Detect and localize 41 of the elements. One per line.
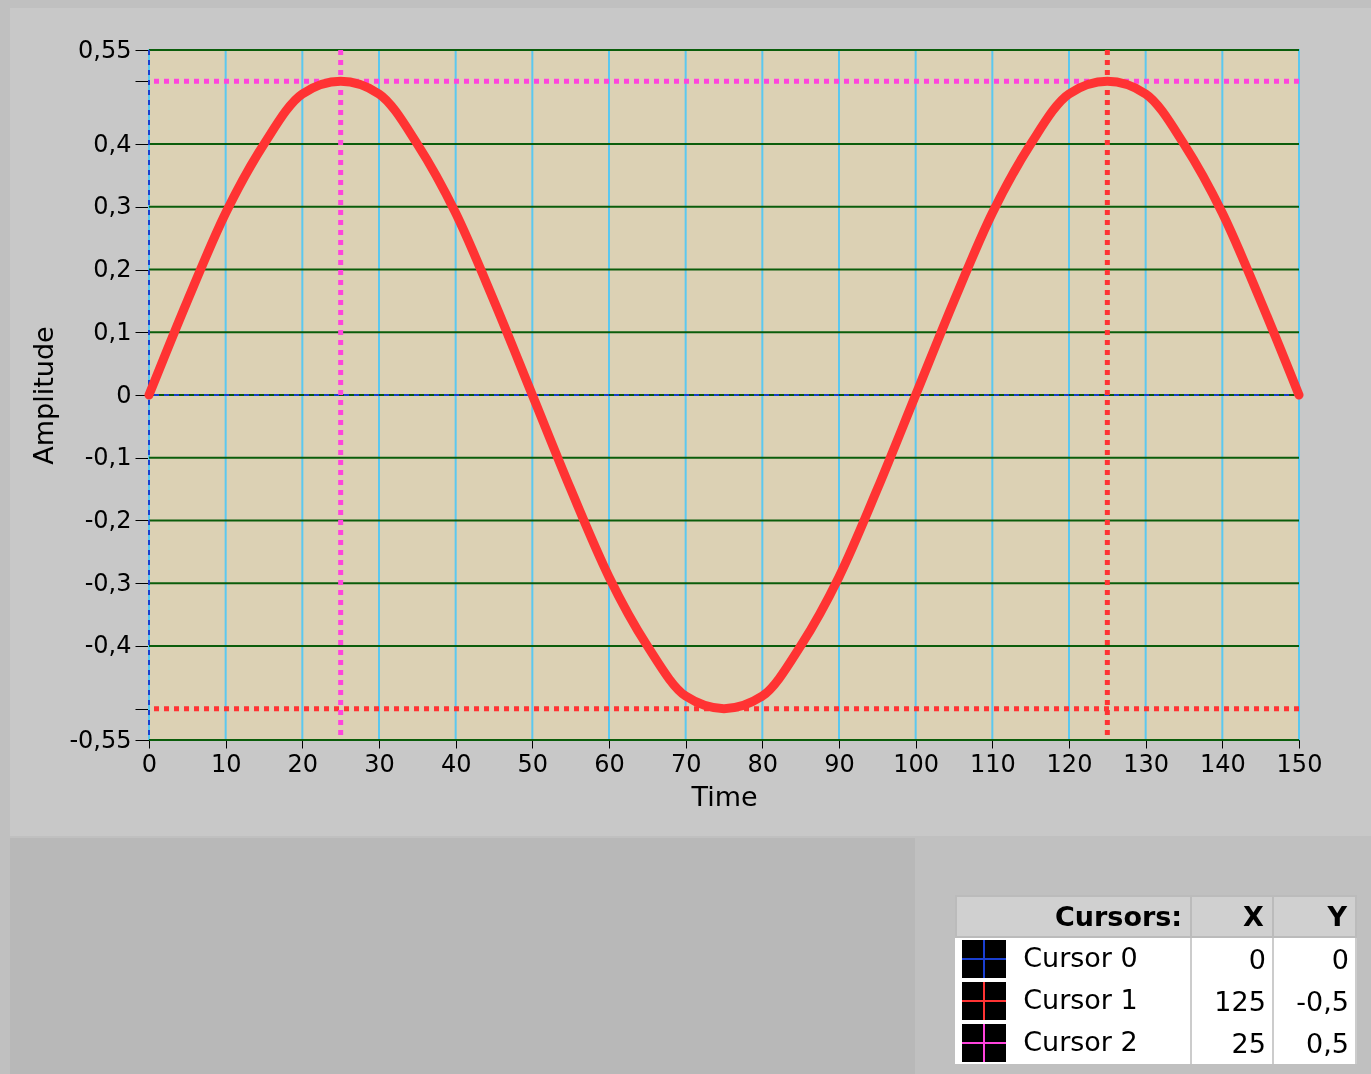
x-tick-label: 150 bbox=[1276, 749, 1323, 778]
y-tick-label: 0,2 bbox=[93, 255, 132, 284]
text: 25 bbox=[1191, 1022, 1273, 1064]
text: 0 bbox=[1272, 937, 1356, 980]
y-tick-label: -0,55 bbox=[69, 725, 132, 754]
y-tick-label: -0,3 bbox=[84, 568, 132, 597]
x-tick-label: 0 bbox=[141, 749, 158, 778]
x-tick-label: 100 bbox=[893, 749, 940, 778]
y-tick-label: -0,4 bbox=[84, 631, 132, 660]
x-tick-label: 80 bbox=[747, 749, 779, 778]
x-tick-label: 10 bbox=[210, 749, 242, 778]
text: Y bbox=[1272, 896, 1356, 937]
y-tick-label: 0,55 bbox=[78, 35, 132, 64]
x-tick-label: 70 bbox=[670, 749, 702, 778]
text: Cursors: bbox=[956, 896, 1192, 937]
x-tick-label: 120 bbox=[1046, 749, 1093, 778]
y-tick-label: -0,1 bbox=[84, 443, 132, 472]
text: 125 bbox=[1191, 980, 1273, 1022]
x-tick-label: 90 bbox=[824, 749, 855, 778]
text: X bbox=[1191, 896, 1273, 937]
x-tick-label: 50 bbox=[517, 749, 549, 778]
x-tick-label: 110 bbox=[969, 749, 1016, 778]
legend-label: Cursor 2 bbox=[956, 1022, 1192, 1064]
x-tick-label: 140 bbox=[1199, 749, 1246, 778]
text: 0,5 bbox=[1272, 1022, 1356, 1064]
x-tick-label: 20 bbox=[287, 749, 319, 778]
text: 0 bbox=[1191, 937, 1273, 980]
legend-label: Cursor 0 bbox=[956, 937, 1192, 980]
x-axis-title: Time bbox=[690, 780, 758, 812]
y-tick-label: -0,2 bbox=[84, 505, 132, 534]
y-tick-label: 0,3 bbox=[93, 192, 132, 221]
y-axis-title: Amplitude bbox=[28, 326, 60, 465]
x-tick-label: 60 bbox=[594, 749, 625, 778]
y-tick-label: 0,4 bbox=[93, 129, 132, 158]
x-tick-label: 130 bbox=[1123, 749, 1170, 778]
x-tick-label: 30 bbox=[364, 749, 395, 778]
y-tick-label: 0,1 bbox=[93, 317, 132, 346]
legend-label: Cursor 1 bbox=[956, 980, 1192, 1022]
x-tick-label: 40 bbox=[440, 749, 472, 778]
y-tick-label: 0 bbox=[116, 380, 132, 409]
text: -0,5 bbox=[1272, 980, 1356, 1022]
